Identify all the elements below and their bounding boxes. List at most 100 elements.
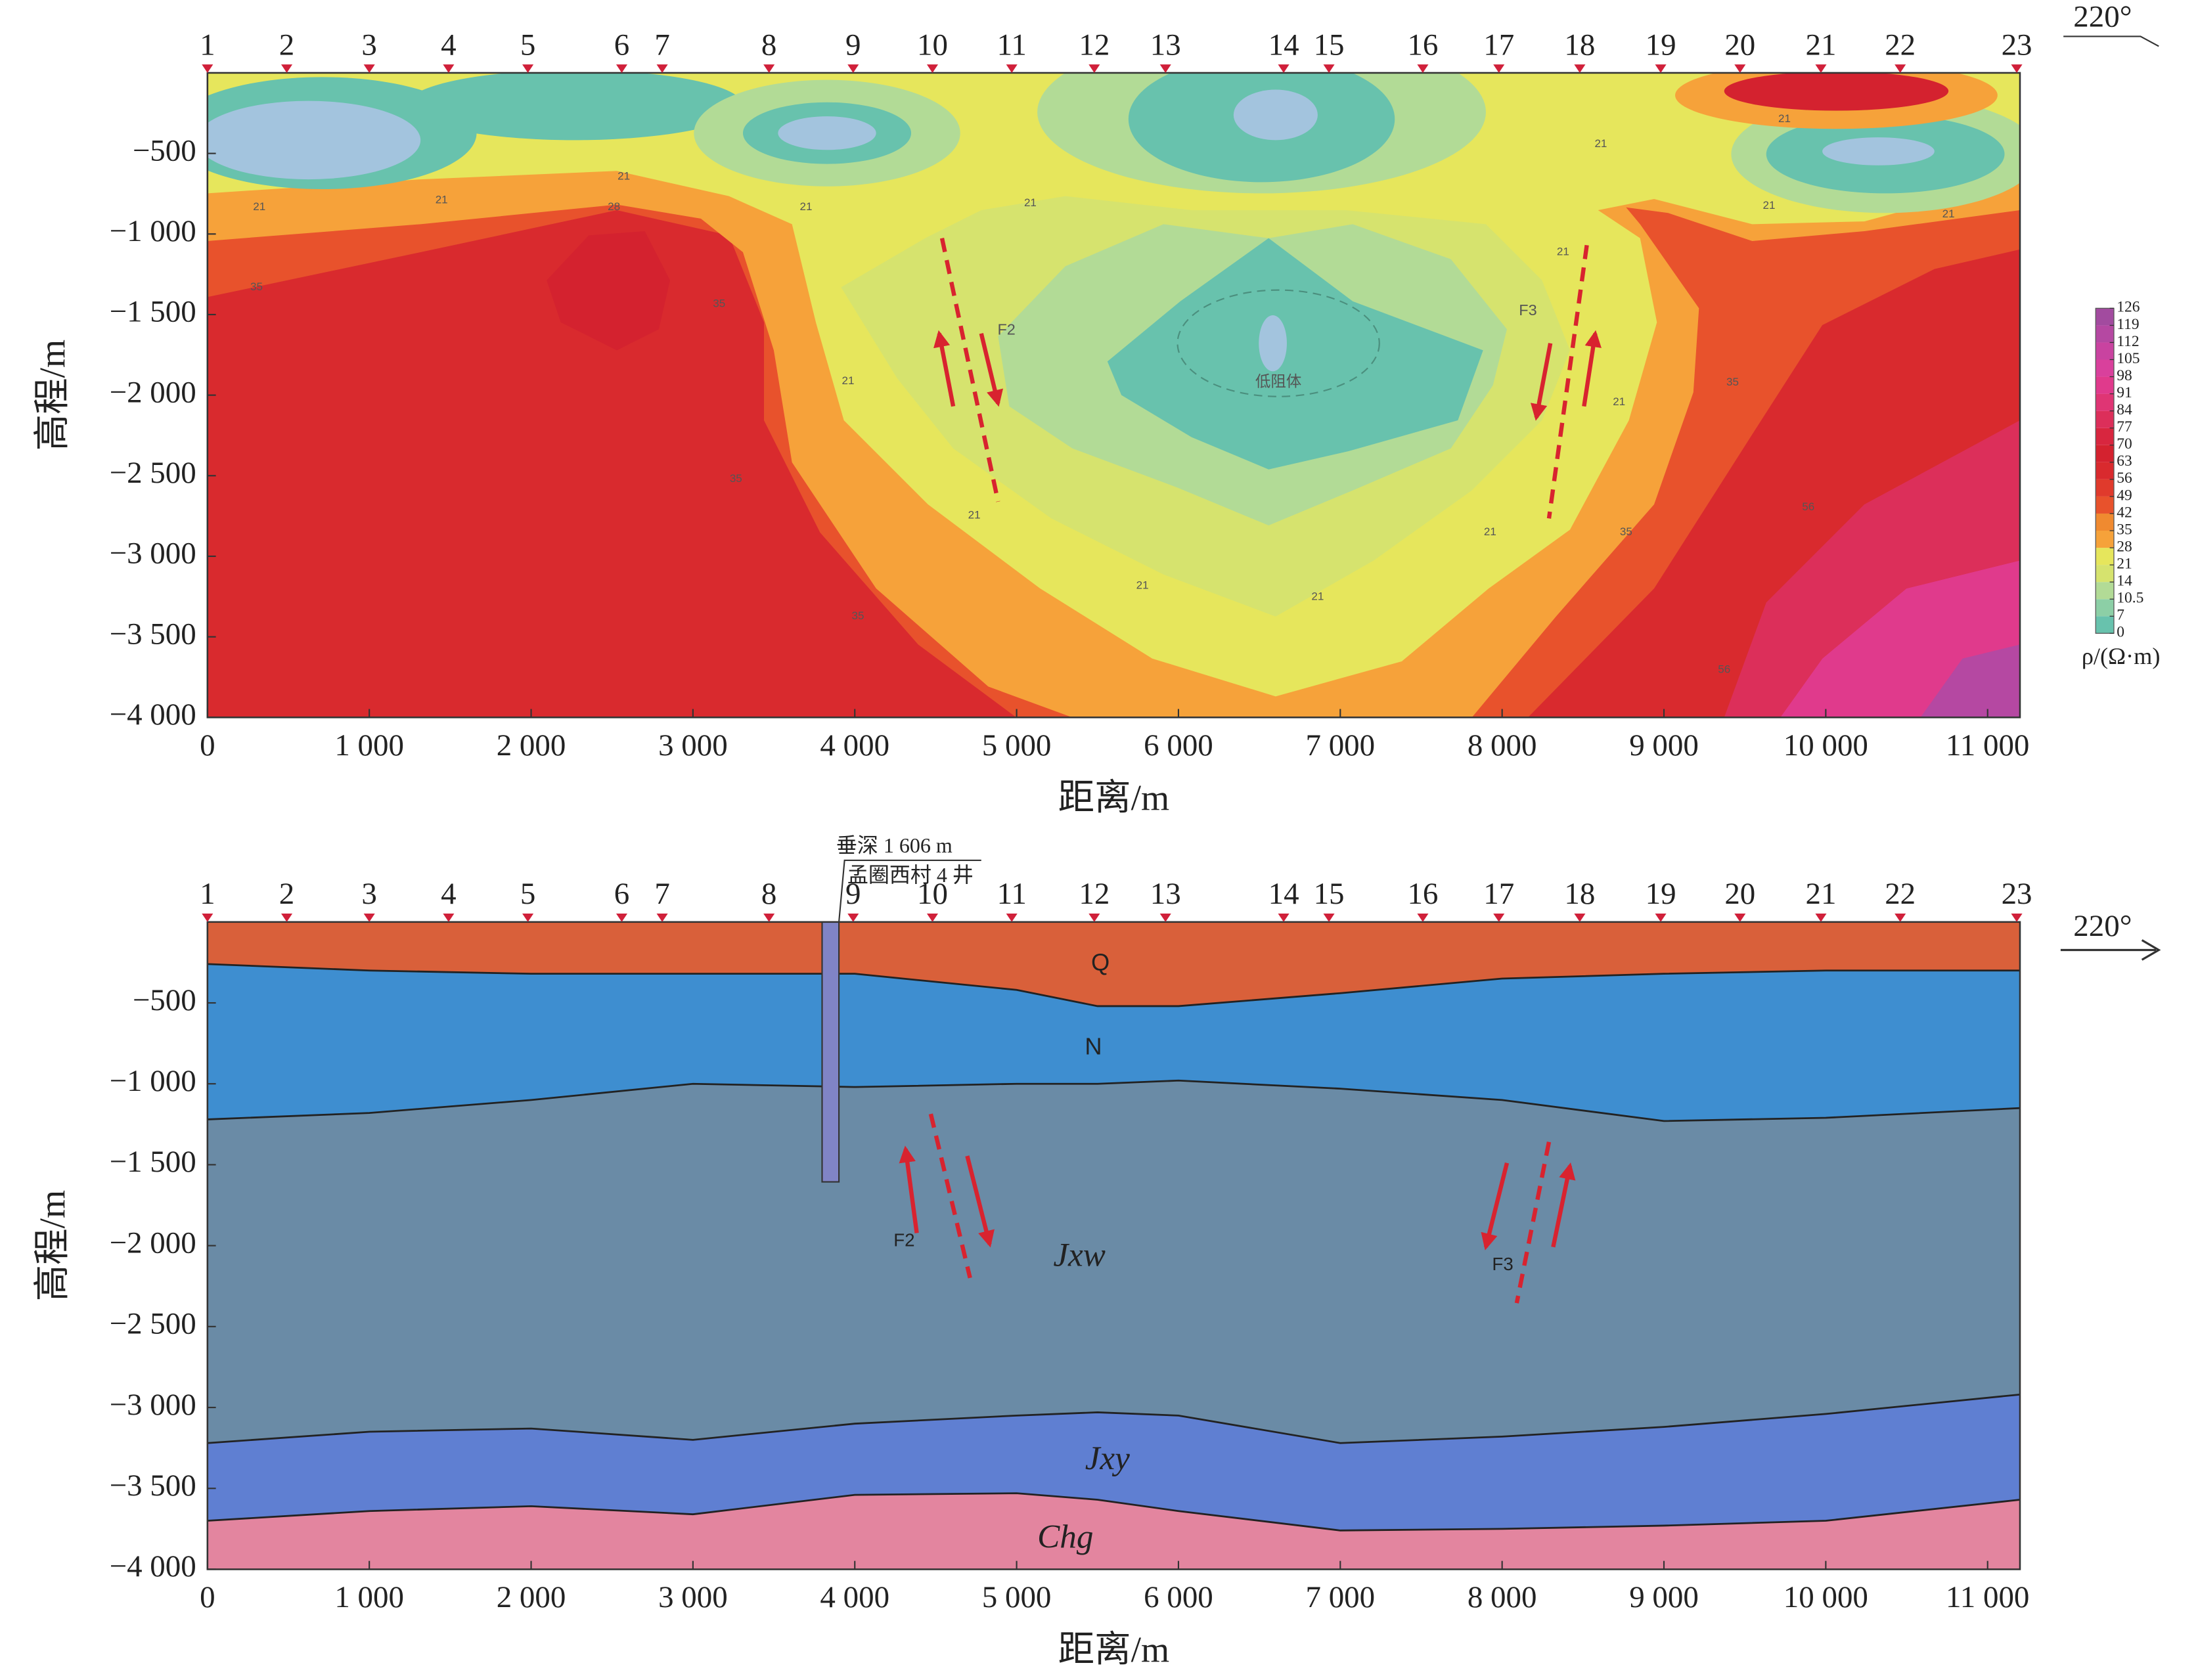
well-label: 孟圈西村 4 井	[847, 863, 974, 887]
y-tick-label: −4 000	[110, 1549, 196, 1583]
fault-line	[928, 1113, 972, 1279]
contour-label: 56	[1718, 663, 1730, 675]
low-zone	[207, 100, 421, 180]
contour-label: 21	[1763, 199, 1776, 211]
y-axis-label: 高程/m	[32, 1190, 72, 1301]
station-marker	[763, 914, 775, 922]
station-marker	[1815, 64, 1827, 73]
colorbar-tick-label: 91	[2117, 384, 2132, 401]
colorbar-band	[2096, 376, 2114, 394]
station-marker	[443, 64, 455, 73]
station-marker	[847, 914, 859, 922]
direction-arrow	[2060, 939, 2161, 961]
station-marker	[1895, 914, 1906, 922]
station-marker	[280, 914, 293, 922]
station-marker	[522, 914, 534, 922]
contour-label: 21	[1484, 525, 1496, 538]
colorbar-tick-label: 14	[2117, 573, 2132, 590]
station-marker	[363, 64, 375, 73]
station-marker	[1734, 914, 1746, 922]
fault-line	[1514, 1141, 1552, 1304]
colorbar-band	[2096, 393, 2114, 411]
colorbar-band	[2096, 428, 2114, 445]
colorbar-tick-label: 126	[2117, 299, 2140, 316]
station-marker	[1417, 64, 1429, 73]
station-marker	[656, 64, 668, 73]
station-label: 6	[614, 877, 629, 911]
layer-boundary	[207, 1492, 2021, 1532]
colorbar-tick-label: 42	[2117, 504, 2132, 521]
colorbar-label: ρ/(Ω·m)	[2082, 643, 2161, 669]
station-marker	[616, 914, 628, 922]
colorbar-band	[2096, 565, 2114, 583]
layer-area	[207, 1493, 2020, 1570]
annotation: F2	[893, 1230, 914, 1250]
low-zone	[1822, 137, 1935, 166]
station-label: 1	[200, 877, 215, 911]
colorbar-tick-label: 0	[2117, 624, 2124, 641]
station-marker	[926, 64, 939, 73]
station-label: 3	[361, 877, 376, 911]
x-tick-label: 0	[200, 728, 215, 763]
colorbar-tick-label: 70	[2117, 435, 2132, 453]
layer-label: Chg	[1037, 1518, 1093, 1555]
contour-label: 21	[800, 200, 813, 213]
station-label: 17	[1483, 28, 1514, 62]
layer-boundary	[207, 1393, 2021, 1444]
station-label: 22	[1885, 28, 1916, 62]
layer-label: N	[1085, 1032, 1102, 1059]
station-label: 2	[279, 28, 294, 62]
fault-arrow	[979, 333, 1004, 407]
colorbar-band	[2096, 325, 2114, 343]
contour-label: 21	[968, 509, 981, 521]
contour-label: 21	[617, 169, 630, 182]
station-marker	[1815, 914, 1827, 922]
well	[821, 921, 840, 1183]
colorbar-tick-label: 35	[2117, 521, 2132, 538]
station-label: 7	[654, 877, 669, 911]
direction-label: 220°	[2073, 909, 2132, 943]
station-marker	[443, 914, 455, 922]
station-marker	[1574, 914, 1586, 922]
layer-boundary	[207, 1079, 2021, 1122]
x-axis-label: 距离/m	[1058, 1629, 1170, 1669]
x-tick-label: 9 000	[1629, 728, 1699, 763]
x-tick-label: 11 000	[1946, 1580, 2029, 1614]
station-marker	[202, 914, 213, 922]
contour-label: 28	[608, 200, 620, 213]
colorbar-band	[2096, 359, 2114, 377]
y-tick-label: −2 500	[110, 456, 196, 490]
layer-label: Q	[1091, 948, 1110, 975]
station-label: 19	[1646, 28, 1676, 62]
colorbar-band	[2096, 342, 2114, 360]
layer-boundary	[207, 963, 2020, 1007]
station-label: 5	[520, 877, 535, 911]
station-label: 9	[845, 28, 861, 62]
low-zone-outline	[1177, 289, 1380, 397]
station-marker	[1278, 64, 1290, 73]
x-tick-label: 2 000	[497, 1580, 566, 1614]
x-tick-label: 5 000	[982, 1580, 1052, 1614]
layer-label: Jxy	[1085, 1440, 1130, 1477]
x-tick-label: 1 000	[334, 728, 404, 763]
y-tick-label: −2 000	[110, 1226, 196, 1260]
fault-arrow	[965, 1155, 995, 1248]
colorbar-band	[2096, 308, 2114, 326]
station-label: 13	[1150, 28, 1181, 62]
contour-label: 21	[253, 200, 265, 213]
contour-label: 56	[1802, 500, 1814, 513]
well-leader	[838, 859, 981, 922]
colorbar-band	[2096, 548, 2114, 565]
x-tick-label: 7 000	[1305, 1580, 1375, 1614]
fault-arrow	[1582, 330, 1602, 407]
fault-arrow	[1481, 1162, 1510, 1250]
x-tick-label: 3 000	[658, 728, 728, 763]
colorbar-band	[2096, 616, 2114, 634]
x-axis-label: 距离/m	[1058, 778, 1170, 818]
x-tick-label: 5 000	[982, 728, 1052, 763]
contour-band	[1724, 72, 1949, 111]
contour-label: 21	[1024, 196, 1037, 209]
x-tick-label: 7 000	[1305, 728, 1375, 763]
station-marker	[1006, 64, 1018, 73]
